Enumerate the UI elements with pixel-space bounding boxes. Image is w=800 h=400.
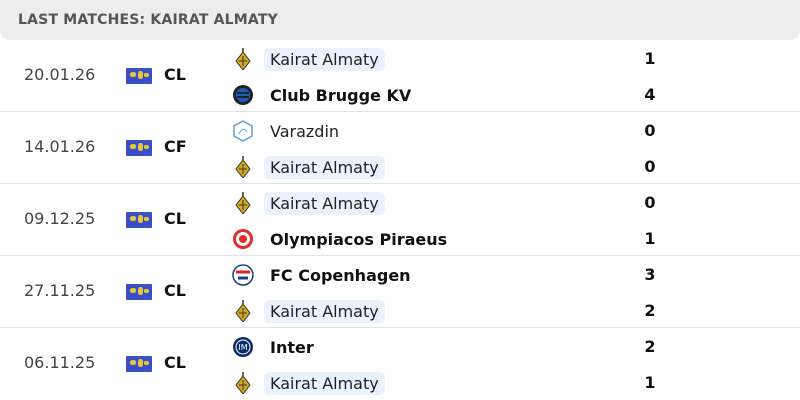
- competition: CF: [164, 137, 187, 156]
- team-name: Varazdin: [270, 121, 340, 141]
- world-flag-icon: [126, 284, 152, 300]
- team-name: Inter: [270, 337, 314, 357]
- home-score: 0: [644, 121, 656, 140]
- team-name: FC Copenhagen: [270, 265, 411, 285]
- team-name: Kairat Almaty: [264, 371, 385, 395]
- kairat-logo-icon: [232, 48, 254, 70]
- kairat-logo-icon: [232, 300, 254, 322]
- brugge-logo-icon: [232, 84, 254, 106]
- team-home[interactable]: IM Inter: [232, 334, 320, 360]
- svg-text:IM: IM: [238, 343, 247, 352]
- match-date: 06.11.25: [24, 353, 96, 372]
- competition: CL: [164, 65, 186, 84]
- match-date: 09.12.25: [24, 209, 96, 228]
- match-date: 27.11.25: [24, 281, 96, 300]
- home-score: 1: [644, 49, 656, 68]
- team-away[interactable]: Club Brugge KV: [232, 82, 417, 108]
- home-score: 3: [644, 265, 656, 284]
- team-home[interactable]: FC Copenhagen: [232, 262, 417, 288]
- team-name: Kairat Almaty: [264, 299, 385, 323]
- kairat-logo-icon: [232, 372, 254, 394]
- team-home[interactable]: Varazdin: [232, 118, 345, 144]
- team-away[interactable]: Kairat Almaty: [232, 370, 385, 396]
- match-list: 20.01.26 CL Kairat Almaty Club Brugge KV…: [0, 40, 800, 399]
- match-row[interactable]: 09.12.25 CL Kairat Almaty Olympiacos Pir…: [0, 184, 800, 256]
- match-date: 14.01.26: [24, 137, 96, 156]
- team-home[interactable]: Kairat Almaty: [232, 190, 385, 216]
- match-row[interactable]: 27.11.25 CL FC Copenhagen Kairat Almaty …: [0, 256, 800, 328]
- team-name: Olympiacos Piraeus: [270, 229, 448, 249]
- team-home[interactable]: Kairat Almaty: [232, 46, 385, 72]
- match-row[interactable]: 14.01.26 CF Varazdin Kairat Almaty 0 0: [0, 112, 800, 184]
- world-flag-icon: [126, 356, 152, 372]
- match-row[interactable]: 06.11.25 CL IM Inter Kairat Almaty 2 1: [0, 328, 800, 399]
- team-name: Kairat Almaty: [264, 155, 385, 179]
- world-flag-icon: [126, 68, 152, 84]
- home-score: 0: [644, 193, 656, 212]
- world-flag-icon: [126, 140, 152, 156]
- olympiacos-logo-icon: [232, 228, 254, 250]
- team-name: Kairat Almaty: [264, 47, 385, 71]
- away-score: 0: [644, 157, 656, 176]
- section-header: LAST MATCHES: KAIRAT ALMATY: [0, 0, 800, 40]
- world-flag-icon: [126, 212, 152, 228]
- copenhagen-logo-icon: [232, 264, 254, 286]
- away-score: 4: [644, 85, 656, 104]
- section-title: LAST MATCHES: KAIRAT ALMATY: [18, 12, 278, 28]
- home-score: 2: [644, 337, 656, 356]
- team-away[interactable]: Olympiacos Piraeus: [232, 226, 453, 252]
- team-away[interactable]: Kairat Almaty: [232, 154, 385, 180]
- varazdin-logo-icon: [232, 120, 254, 142]
- team-name: Kairat Almaty: [264, 191, 385, 215]
- away-score: 2: [644, 301, 656, 320]
- inter-logo-icon: IM: [232, 336, 254, 358]
- team-name: Club Brugge KV: [270, 85, 412, 105]
- match-date: 20.01.26: [24, 65, 96, 84]
- away-score: 1: [644, 373, 656, 392]
- competition: CL: [164, 209, 186, 228]
- match-row[interactable]: 20.01.26 CL Kairat Almaty Club Brugge KV…: [0, 40, 800, 112]
- away-score: 1: [644, 229, 656, 248]
- kairat-logo-icon: [232, 156, 254, 178]
- kairat-logo-icon: [232, 192, 254, 214]
- competition: CL: [164, 353, 186, 372]
- team-away[interactable]: Kairat Almaty: [232, 298, 385, 324]
- competition: CL: [164, 281, 186, 300]
